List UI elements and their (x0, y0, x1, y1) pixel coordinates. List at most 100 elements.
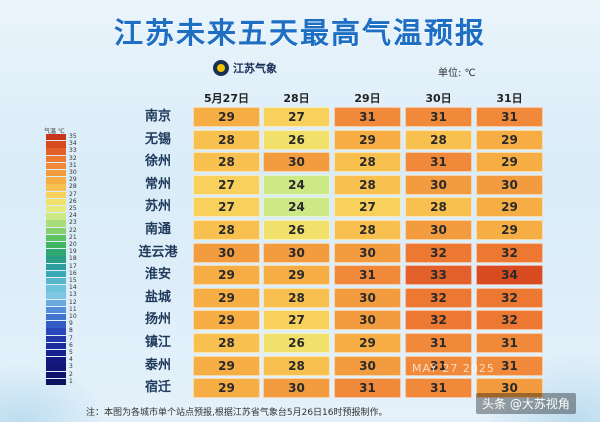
legend-swatch (46, 357, 66, 364)
column-header: 5月27日 (204, 92, 249, 105)
legend-swatch (46, 328, 66, 335)
legend-swatch (46, 371, 66, 378)
temperature-cell: 26 (263, 333, 330, 353)
temperature-cell: 30 (334, 242, 401, 263)
temperature-cell: 28 (334, 152, 401, 173)
legend-tick-label: 13 (69, 291, 77, 299)
column-header: 30日 (425, 92, 452, 105)
legend-swatch (46, 170, 66, 177)
legend-tick-label: 4 (69, 356, 73, 364)
temperature-cell: 29 (193, 378, 260, 399)
temperature-cell: 31 (334, 107, 401, 127)
legend-tick-label: 30 (69, 169, 77, 176)
legend-tick-label: 11 (69, 305, 77, 313)
temperature-cell: 28 (193, 152, 260, 173)
city-label: 常州 (144, 176, 171, 192)
legend-tick-label: 14 (69, 284, 77, 292)
temperature-cell: 29 (476, 129, 543, 150)
legend-swatch (46, 242, 66, 249)
temperature-cell: 29 (193, 287, 260, 308)
watermark: 头条 @大苏视角 (476, 393, 576, 414)
legend-tick-label: 17 (69, 262, 77, 270)
city-label: 南通 (144, 222, 171, 237)
brand-logo-icon (213, 60, 229, 76)
legend-swatch (46, 134, 66, 141)
city-label: 无锡 (144, 131, 171, 147)
temperature-cell: 31 (476, 333, 543, 353)
legend-swatch (46, 234, 66, 242)
legend-tick-label: 35 (69, 133, 77, 140)
legend-swatch (46, 220, 66, 227)
temperature-cell: 30 (193, 242, 260, 263)
temperature-cell: 30 (476, 378, 543, 399)
temperature-cell: 27 (193, 197, 260, 218)
temperature-cell: 29 (193, 355, 260, 376)
legend-tick-label: 3 (69, 363, 73, 371)
legend-tick-label: 21 (69, 233, 77, 241)
faint-date-text: MAY 27 2025 (412, 362, 495, 375)
city-label: 盐城 (144, 289, 171, 305)
temperature-cell: 29 (476, 197, 543, 218)
city-label: 连云港 (138, 244, 178, 260)
legend-swatch (46, 321, 66, 328)
unit-label: 单位: ℃ (438, 68, 476, 79)
legend-swatch (46, 177, 66, 184)
temperature-cell: 30 (263, 242, 330, 263)
temperature-cell: 30 (263, 378, 330, 399)
temperature-cell: 30 (334, 355, 401, 376)
legend-swatch (46, 263, 66, 270)
temperature-cell: 28 (405, 197, 472, 218)
city-label: 宿迁 (144, 380, 171, 396)
legend-tick-label: 12 (69, 298, 77, 306)
temperature-cell: 31 (476, 355, 543, 376)
temperature-cell: 30 (405, 174, 472, 195)
legend-tick-label: 5 (69, 349, 73, 356)
legend-swatch (46, 191, 66, 198)
temperature-cell: 32 (476, 242, 543, 263)
temperature-cell: 30 (334, 310, 401, 331)
legend-swatch (46, 278, 66, 285)
legend-tick-label: 18 (69, 255, 77, 263)
legend-swatch (46, 213, 66, 220)
legend-swatch (46, 227, 66, 234)
city-label: 苏州 (144, 199, 171, 215)
legend-tick-label: 24 (69, 212, 77, 220)
city-label: 南京 (144, 109, 171, 124)
legend-tick-label: 2 (69, 370, 73, 378)
column-header: 31日 (496, 92, 523, 105)
legend-tick-label: 25 (69, 205, 77, 212)
legend-tick-label: 19 (69, 248, 77, 256)
legend-swatch (46, 141, 66, 148)
city-label: 徐州 (144, 154, 171, 170)
temperature-cell: 30 (263, 152, 330, 173)
legend-tick-label: 29 (69, 176, 77, 184)
temperature-cell: 27 (263, 310, 330, 331)
legend-swatch (46, 350, 66, 357)
legend-tick-label: 6 (69, 341, 73, 349)
temperature-cell: 29 (193, 265, 260, 286)
temperature-cell: 30 (405, 220, 472, 240)
temperature-cell: 28 (263, 355, 330, 376)
legend-tick-label: 9 (69, 320, 73, 328)
temperature-cell: 29 (193, 107, 260, 127)
legend-swatch (46, 148, 66, 155)
temperature-cell: 32 (405, 287, 472, 308)
temperature-cell: 27 (193, 174, 260, 195)
temperature-cell: 26 (263, 129, 330, 150)
column-header: 29日 (354, 92, 381, 105)
legend-swatch (46, 299, 66, 306)
legend-tick-label: 8 (69, 327, 73, 335)
temperature-cell: 31 (405, 378, 472, 399)
legend-swatch (46, 335, 66, 342)
temperature-cell: 28 (193, 333, 260, 353)
temperature-cell: 24 (263, 174, 330, 195)
temperature-cell: 32 (476, 287, 543, 308)
temperature-cell: 32 (405, 310, 472, 331)
city-label: 镇江 (144, 335, 171, 350)
legend-tick-label: 22 (69, 226, 77, 234)
legend-title: 气温 ℃ (44, 128, 65, 135)
brand: 江苏气象 (213, 60, 277, 76)
legend-swatch (46, 285, 66, 292)
legend-swatch (46, 378, 66, 386)
legend-tick-label: 20 (69, 241, 77, 248)
